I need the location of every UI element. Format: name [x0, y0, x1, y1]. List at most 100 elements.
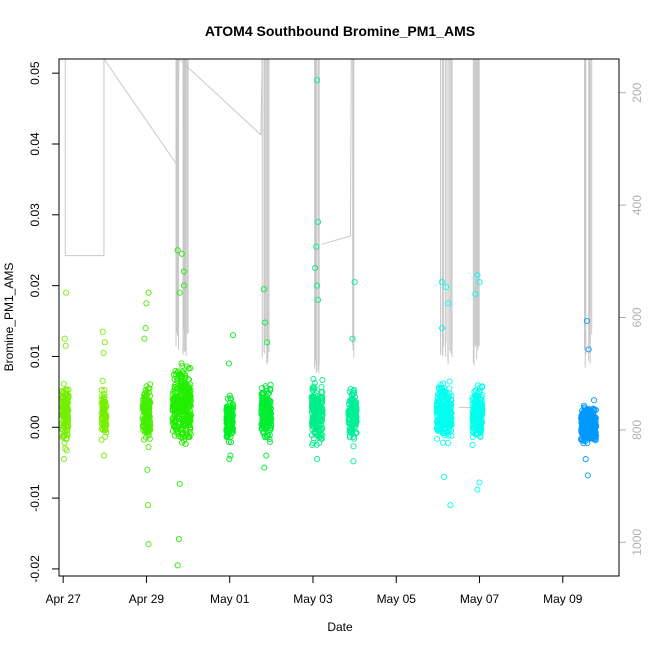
data-point: [444, 410, 451, 417]
data-point: [592, 414, 599, 421]
data-point: [478, 384, 486, 391]
data-point-outlier: [474, 486, 481, 493]
data-point: [319, 397, 326, 405]
data-point: [258, 390, 265, 397]
data-point: [434, 406, 441, 413]
data-point: [311, 379, 318, 387]
data-point-outlier: [145, 289, 152, 296]
data-point-outlier: [264, 339, 271, 346]
data-point: [143, 416, 150, 424]
data-point-outlier: [176, 289, 183, 296]
data-point-outlier: [474, 271, 481, 279]
data-point: [101, 403, 108, 410]
data-point: [223, 405, 230, 412]
data-point: [223, 407, 230, 414]
data-point-outlier: [174, 562, 181, 569]
data-point: [143, 413, 150, 420]
data-point-outlier: [447, 502, 454, 509]
data-point-outlier: [314, 282, 321, 289]
data-point: [436, 397, 443, 404]
data-point: [434, 425, 441, 432]
data-point: [471, 412, 478, 419]
data-point: [180, 422, 187, 430]
series-may-01-group: [223, 332, 237, 463]
right-tick-label: 200: [630, 82, 644, 102]
data-point: [469, 424, 476, 431]
data-point: [229, 428, 236, 436]
data-point: [146, 435, 153, 442]
data-point: [445, 414, 452, 421]
data-point: [311, 414, 318, 421]
data-point: [140, 436, 148, 443]
data-point: [318, 394, 326, 402]
data-point: [60, 432, 67, 440]
data-point-outlier: [176, 480, 183, 487]
data-point-outlier: [175, 536, 182, 543]
data-point: [185, 376, 192, 383]
data-point-outlier: [144, 466, 151, 473]
data-point: [146, 404, 153, 411]
data-point-outlier: [582, 456, 589, 463]
data-point: [147, 426, 154, 433]
data-point-outlier: [261, 464, 268, 471]
data-point-outlier: [351, 279, 358, 286]
data-point: [178, 372, 185, 379]
data-point: [267, 425, 274, 432]
data-point: [446, 385, 453, 392]
data-point: [589, 409, 596, 417]
data-point: [102, 414, 110, 421]
data-point-outlier: [443, 283, 450, 291]
data-point: [185, 365, 192, 372]
data-point: [350, 433, 357, 440]
data-point-outlier: [262, 319, 269, 326]
data-point: [581, 427, 588, 435]
data-point: [469, 397, 476, 404]
data-point: [351, 416, 358, 423]
data-point: [317, 431, 324, 438]
data-point: [142, 390, 149, 397]
data-point: [345, 411, 352, 418]
data-point-outlier: [476, 479, 483, 486]
data-point-outlier: [141, 335, 148, 342]
data-point: [264, 432, 272, 439]
data-point: [143, 405, 150, 412]
data-point: [99, 413, 106, 420]
data-point: [170, 371, 177, 378]
chart-title: ATOM4 Southbound Bromine_PM1_AMS: [205, 23, 475, 39]
data-point: [476, 414, 483, 421]
data-point: [319, 376, 326, 384]
data-point: [586, 435, 593, 442]
data-point: [433, 418, 440, 425]
data-point: [435, 422, 442, 429]
data-point: [143, 427, 150, 435]
data-point: [178, 401, 185, 408]
data-point: [268, 416, 275, 423]
data-point-outlier: [61, 335, 68, 342]
series-may-03-group: [308, 77, 326, 463]
series-apr-27-group: [58, 289, 72, 463]
data-point: [318, 435, 325, 442]
data-point: [98, 397, 105, 404]
data-point: [318, 384, 325, 391]
data-point: [309, 387, 316, 394]
series-may-04-group: [345, 279, 360, 465]
data-point: [59, 425, 66, 432]
data-point-outlier: [263, 452, 270, 459]
data-point: [316, 420, 323, 427]
data-point: [439, 385, 446, 392]
data-point: [264, 388, 271, 395]
data-point: [589, 406, 596, 413]
data-point: [101, 390, 108, 398]
data-point: [446, 421, 453, 428]
data-point: [440, 429, 447, 436]
data-point-outlier: [145, 502, 152, 509]
altitude-segment: [321, 235, 351, 245]
data-point: [171, 388, 179, 395]
y-tick-label: -0.01: [28, 484, 42, 512]
data-point: [310, 420, 317, 427]
data-point: [435, 415, 442, 422]
data-point: [171, 376, 178, 383]
data-point: [448, 397, 455, 404]
data-point: [63, 447, 70, 454]
